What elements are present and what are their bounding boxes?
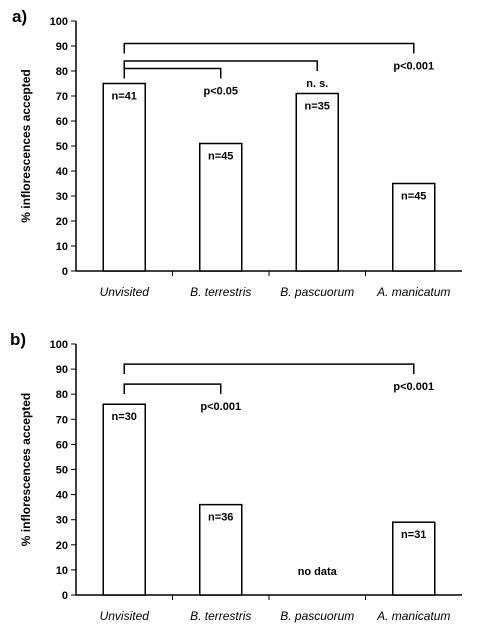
comparison-label: p<0.001 (393, 61, 434, 73)
x-category-label: B. pascuorum (280, 609, 354, 623)
y-tick-label: 70 (56, 91, 68, 103)
y-tick-label: 50 (56, 465, 68, 477)
y-tick-label: 40 (56, 490, 68, 502)
y-tick-label: 0 (62, 266, 68, 278)
comparison-label: p<0.001 (393, 381, 434, 393)
y-tick-label: 10 (56, 565, 68, 577)
n-label: n=31 (401, 529, 426, 541)
panel-label: b) (10, 330, 26, 349)
bar (295, 92, 339, 272)
y-tick-label: 30 (56, 515, 68, 527)
y-tick-label: 50 (56, 141, 68, 153)
y-axis-label: % inflorescences accepted (19, 393, 33, 546)
n-label: n=45 (401, 191, 426, 203)
no-data-label: no data (298, 566, 338, 578)
y-tick-label: 0 (62, 590, 68, 602)
y-tick-label: 80 (56, 389, 68, 401)
y-axis-label: % inflorescences accepted (19, 69, 33, 222)
x-category-label: Unvisited (100, 285, 150, 299)
x-category-label: B. terrestris (190, 285, 251, 299)
comparison-label: p<0.001 (200, 401, 241, 413)
n-label: n=35 (305, 101, 330, 113)
panel-label: a) (12, 7, 27, 26)
n-label: n=36 (208, 512, 233, 524)
comparison-label: p<0.05 (203, 86, 238, 98)
y-tick-label: 80 (56, 66, 68, 78)
x-category-label: A. manicatum (376, 609, 450, 623)
bar (102, 403, 146, 596)
bar (392, 182, 436, 272)
y-tick-label: 100 (50, 16, 68, 28)
comparison-bracket (123, 67, 222, 79)
y-tick-label: 90 (56, 41, 68, 53)
x-category-label: B. pascuorum (280, 285, 354, 299)
bar (199, 142, 243, 272)
x-category-label: Unvisited (100, 609, 150, 623)
y-tick-label: 20 (56, 216, 68, 228)
y-tick-label: 30 (56, 191, 68, 203)
y-tick-label: 40 (56, 166, 68, 178)
n-label: n=41 (112, 91, 137, 103)
bar (102, 82, 146, 272)
bar (199, 503, 243, 596)
n-label: n=30 (112, 411, 137, 423)
comparison-bracket (123, 363, 415, 375)
x-category-label: B. terrestris (190, 609, 251, 623)
comparison-label: n. s. (306, 78, 328, 90)
y-tick-label: 70 (56, 414, 68, 426)
n-label: n=45 (208, 151, 233, 163)
comparison-bracket (123, 60, 318, 71)
y-tick-label: 60 (56, 116, 68, 128)
comparison-bracket (123, 383, 222, 395)
x-category-label: A. manicatum (376, 285, 450, 299)
y-tick-label: 10 (56, 241, 68, 253)
y-tick-label: 90 (56, 364, 68, 376)
y-tick-label: 60 (56, 439, 68, 451)
y-tick-label: 20 (56, 540, 68, 552)
y-tick-label: 100 (50, 339, 68, 351)
comparison-bracket (123, 42, 415, 54)
bar (392, 521, 436, 596)
